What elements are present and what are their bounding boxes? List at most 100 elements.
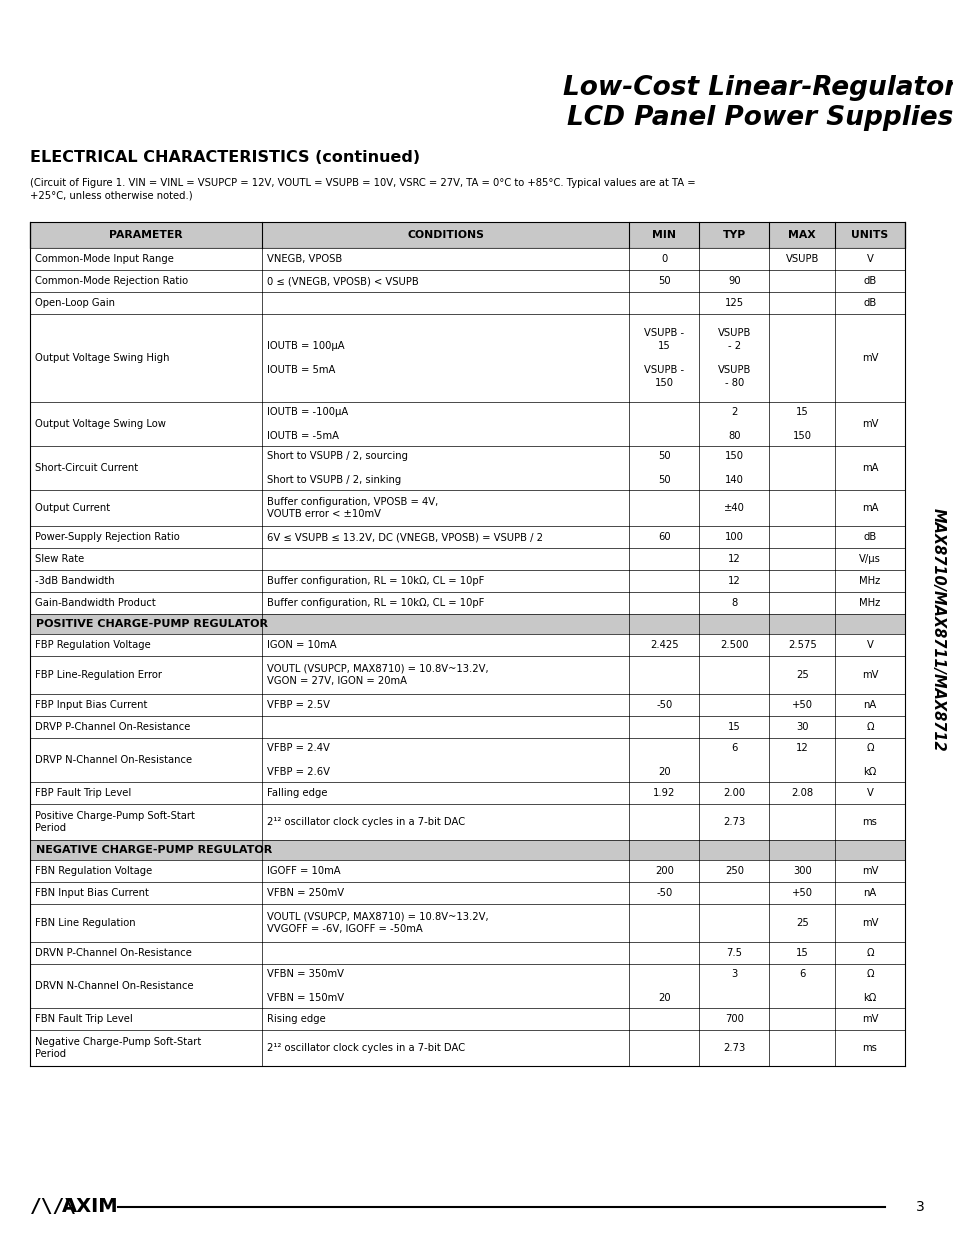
Text: VOUTL (VSUPCP, MAX8710) = 10.8V~13.2V,
VVGOFF = -6V, IGOFF = -50mA: VOUTL (VSUPCP, MAX8710) = 10.8V~13.2V, V…	[267, 911, 488, 934]
Text: VSUPB -
15

VSUPB -
150: VSUPB - 15 VSUPB - 150	[643, 329, 683, 388]
Text: nA: nA	[862, 888, 876, 898]
Text: /\/\: /\/\	[30, 1198, 77, 1216]
Text: Rising edge: Rising edge	[267, 1014, 325, 1024]
Text: Buffer configuration, RL = 10kΩ, CL = 10pF: Buffer configuration, RL = 10kΩ, CL = 10…	[267, 598, 484, 608]
Text: -50: -50	[656, 888, 672, 898]
Bar	[30, 694, 904, 716]
Text: FBP Fault Trip Level: FBP Fault Trip Level	[35, 788, 132, 798]
Text: FBN Fault Trip Level: FBN Fault Trip Level	[35, 1014, 132, 1024]
Text: ms: ms	[862, 818, 877, 827]
Text: Negative Charge-Pump Soft-Start
Period: Negative Charge-Pump Soft-Start Period	[35, 1037, 201, 1060]
Text: 12: 12	[795, 742, 808, 777]
Text: VSUPB: VSUPB	[784, 254, 818, 264]
Text: 50

50: 50 50	[658, 451, 670, 485]
Text: 3: 3	[915, 1200, 923, 1214]
Text: PARAMETER: PARAMETER	[109, 230, 183, 240]
Text: 2.00: 2.00	[722, 788, 744, 798]
Text: 6: 6	[799, 968, 804, 1003]
Text: 15: 15	[795, 948, 808, 958]
Text: DRVN P-Channel On-Resistance: DRVN P-Channel On-Resistance	[35, 948, 192, 958]
Text: Open-Loop Gain: Open-Loop Gain	[35, 298, 115, 308]
Text: V: V	[865, 640, 873, 650]
Text: Buffer configuration, VPOSB = 4V,
VOUTB error < ±10mV: Buffer configuration, VPOSB = 4V, VOUTB …	[267, 496, 437, 519]
Bar	[30, 782, 904, 804]
Text: MHz: MHz	[859, 576, 880, 585]
Text: dB: dB	[862, 532, 876, 542]
Bar	[30, 1008, 904, 1030]
Text: Power-Supply Rejection Ratio: Power-Supply Rejection Ratio	[35, 532, 179, 542]
Text: FBN Input Bias Current: FBN Input Bias Current	[35, 888, 149, 898]
Text: Common-Mode Input Range: Common-Mode Input Range	[35, 254, 173, 264]
Text: Ω

kΩ: Ω kΩ	[862, 968, 876, 1003]
Text: 300: 300	[792, 866, 811, 876]
Text: -3dB Bandwidth: -3dB Bandwidth	[35, 576, 114, 585]
Text: CONDITIONS: CONDITIONS	[407, 230, 483, 240]
Text: 250: 250	[724, 866, 743, 876]
Bar	[30, 739, 904, 782]
Text: ±40: ±40	[723, 503, 744, 513]
Text: V: V	[865, 254, 873, 264]
Bar	[30, 248, 904, 270]
Text: VNEGB, VPOSB: VNEGB, VPOSB	[267, 254, 342, 264]
Text: 150

140: 150 140	[724, 451, 743, 485]
Bar	[30, 882, 904, 904]
Bar	[30, 716, 904, 739]
Bar	[30, 291, 904, 314]
Text: +50: +50	[791, 888, 812, 898]
Text: mV: mV	[861, 918, 878, 927]
Text: Ω: Ω	[865, 948, 873, 958]
Text: Gain-Bandwidth Product: Gain-Bandwidth Product	[35, 598, 155, 608]
Text: 2.73: 2.73	[722, 1044, 744, 1053]
Text: 0 ≤ (VNEGB, VPOSB) < VSUPB: 0 ≤ (VNEGB, VPOSB) < VSUPB	[267, 275, 418, 287]
Text: NEGATIVE CHARGE-PUMP REGULATOR: NEGATIVE CHARGE-PUMP REGULATOR	[36, 845, 272, 855]
Text: 50: 50	[658, 275, 670, 287]
Text: FBP Input Bias Current: FBP Input Bias Current	[35, 700, 147, 710]
Text: UNITS: UNITS	[850, 230, 887, 240]
Text: (Circuit of Figure 1. VIN = VINL = VSUPCP = 12V, VOUTL = VSUPB = 10V, VSRC = 27V: (Circuit of Figure 1. VIN = VINL = VSUPC…	[30, 178, 695, 188]
Text: Falling edge: Falling edge	[267, 788, 327, 798]
Bar	[30, 314, 904, 403]
Text: Ω: Ω	[865, 722, 873, 732]
Bar	[30, 942, 904, 965]
Text: dB: dB	[862, 298, 876, 308]
Text: 15: 15	[727, 722, 740, 732]
Text: POSITIVE CHARGE-PUMP REGULATOR: POSITIVE CHARGE-PUMP REGULATOR	[36, 619, 268, 629]
Text: VFBN = 250mV: VFBN = 250mV	[267, 888, 344, 898]
Text: -50: -50	[656, 700, 672, 710]
Bar	[30, 840, 904, 860]
Text: Output Voltage Swing Low: Output Voltage Swing Low	[35, 419, 166, 429]
Text: 200: 200	[655, 866, 673, 876]
Text: FBP Regulation Voltage: FBP Regulation Voltage	[35, 640, 151, 650]
Text: VFBP = 2.5V: VFBP = 2.5V	[267, 700, 330, 710]
Bar	[30, 548, 904, 571]
Text: 7.5: 7.5	[725, 948, 741, 958]
Text: Ω

kΩ: Ω kΩ	[862, 742, 876, 777]
Text: mV: mV	[861, 353, 878, 363]
Text: 1.92: 1.92	[653, 788, 675, 798]
Text: 12: 12	[727, 555, 740, 564]
Bar	[30, 222, 904, 248]
Text: IOUTB = -100μA

IOUTB = -5mA: IOUTB = -100μA IOUTB = -5mA	[267, 406, 348, 441]
Bar	[30, 526, 904, 548]
Bar	[30, 446, 904, 490]
Text: 2

80: 2 80	[727, 406, 740, 441]
Text: 6: 6	[730, 742, 737, 777]
Text: 2.08: 2.08	[790, 788, 812, 798]
Bar	[30, 860, 904, 882]
Text: FBN Line Regulation: FBN Line Regulation	[35, 918, 135, 927]
Text: mV: mV	[861, 419, 878, 429]
Text: 3: 3	[731, 968, 737, 1003]
Bar	[30, 270, 904, 291]
Text: 12: 12	[727, 576, 740, 585]
Text: VFBN = 350mV

VFBN = 150mV: VFBN = 350mV VFBN = 150mV	[267, 968, 344, 1003]
Text: VFBP = 2.4V

VFBP = 2.6V: VFBP = 2.4V VFBP = 2.6V	[267, 742, 330, 777]
Bar	[30, 656, 904, 694]
Text: 2¹² oscillator clock cycles in a 7-bit DAC: 2¹² oscillator clock cycles in a 7-bit D…	[267, 1044, 464, 1053]
Text: 2.500: 2.500	[720, 640, 748, 650]
Text: ms: ms	[862, 1044, 877, 1053]
Text: FBP Line-Regulation Error: FBP Line-Regulation Error	[35, 671, 162, 680]
Bar	[30, 804, 904, 840]
Text: TYP: TYP	[722, 230, 745, 240]
Bar	[30, 592, 904, 614]
Text: mA: mA	[861, 503, 878, 513]
